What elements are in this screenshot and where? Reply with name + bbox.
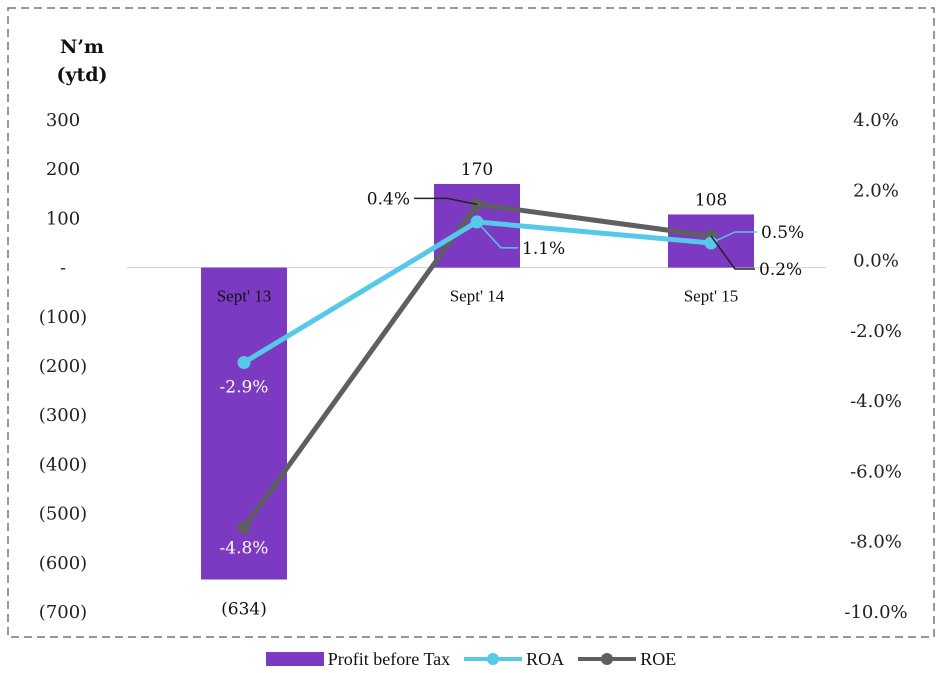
right-axis-tick-label: -10.0% xyxy=(844,602,907,623)
line-data-label-roa: 1.1% xyxy=(522,239,565,259)
right-axis-tick-label: -8.0% xyxy=(850,532,902,553)
line-data-label-roa: -2.9% xyxy=(220,377,269,397)
bar-data-label: 170 xyxy=(461,160,493,180)
legend-label-roa: ROA xyxy=(526,648,565,669)
left-axis-tick-label: (500) xyxy=(39,504,87,525)
left-axis-tick-label: (400) xyxy=(39,454,87,475)
legend-line-swatch-roe xyxy=(578,653,637,665)
chart-frame xyxy=(7,7,935,638)
right-axis-tick-label: 4.0% xyxy=(853,110,899,131)
right-axis-tick-label: 2.0% xyxy=(853,180,899,201)
leader-line-roe xyxy=(710,235,755,270)
left-axis-tick-label: 200 xyxy=(46,159,80,180)
bar-data-label: 108 xyxy=(695,190,727,210)
unit-label-line-2: (ytd) xyxy=(56,64,107,86)
legend-line-swatch-roa xyxy=(464,653,523,665)
legend: Profit before Tax ROA ROE xyxy=(0,645,942,673)
leader-line-roa xyxy=(710,231,757,244)
leader-line-roa xyxy=(476,221,518,249)
bar-data-label: (634) xyxy=(221,600,267,620)
line-data-label-roa: 0.5% xyxy=(761,223,804,243)
left-axis-tick-label: 300 xyxy=(46,110,80,131)
right-axis-tick-label: -2.0% xyxy=(850,321,902,342)
legend-item-roe: ROE xyxy=(578,649,676,670)
line-data-label-roe: -4.8% xyxy=(220,539,269,559)
right-axis-tick-label: -6.0% xyxy=(850,461,902,482)
series-point-roa xyxy=(237,355,251,369)
leader-line-roe xyxy=(414,197,478,206)
left-axis-tick-label: (300) xyxy=(39,405,87,426)
series-point-roe xyxy=(237,521,251,535)
line-data-label-roe: 0.2% xyxy=(759,260,802,280)
legend-label-roe: ROE xyxy=(640,648,677,669)
category-label: Sept' 15 xyxy=(684,287,739,306)
left-axis-tick-label: (700) xyxy=(39,602,87,623)
left-axis-tick-label: (600) xyxy=(39,553,87,574)
right-axis-tick-label: 0.0% xyxy=(853,251,899,272)
chart-canvas: N’m (ytd) 300 200 100 - (100) (200) (300) (400)… xyxy=(7,7,935,638)
left-axis-tick-label: - xyxy=(60,258,66,279)
legend-item-profit-before-tax: Profit before Tax xyxy=(265,648,451,670)
legend-item-roa: ROA xyxy=(464,649,564,670)
unit-label-line-1: N’m xyxy=(60,36,104,58)
left-axis-tick-label: (100) xyxy=(39,307,87,328)
right-axis-tick-label: -4.0% xyxy=(850,391,902,412)
left-axis-tick-label: 100 xyxy=(46,208,80,229)
legend-bar-swatch xyxy=(265,652,324,666)
line-data-label-roe: 0.4% xyxy=(367,189,410,209)
category-label: Sept' 13 xyxy=(217,287,272,306)
left-axis-tick-label: (200) xyxy=(39,356,87,377)
legend-label-profit-before-tax: Profit before Tax xyxy=(327,648,451,669)
category-label: Sept' 14 xyxy=(450,287,505,306)
